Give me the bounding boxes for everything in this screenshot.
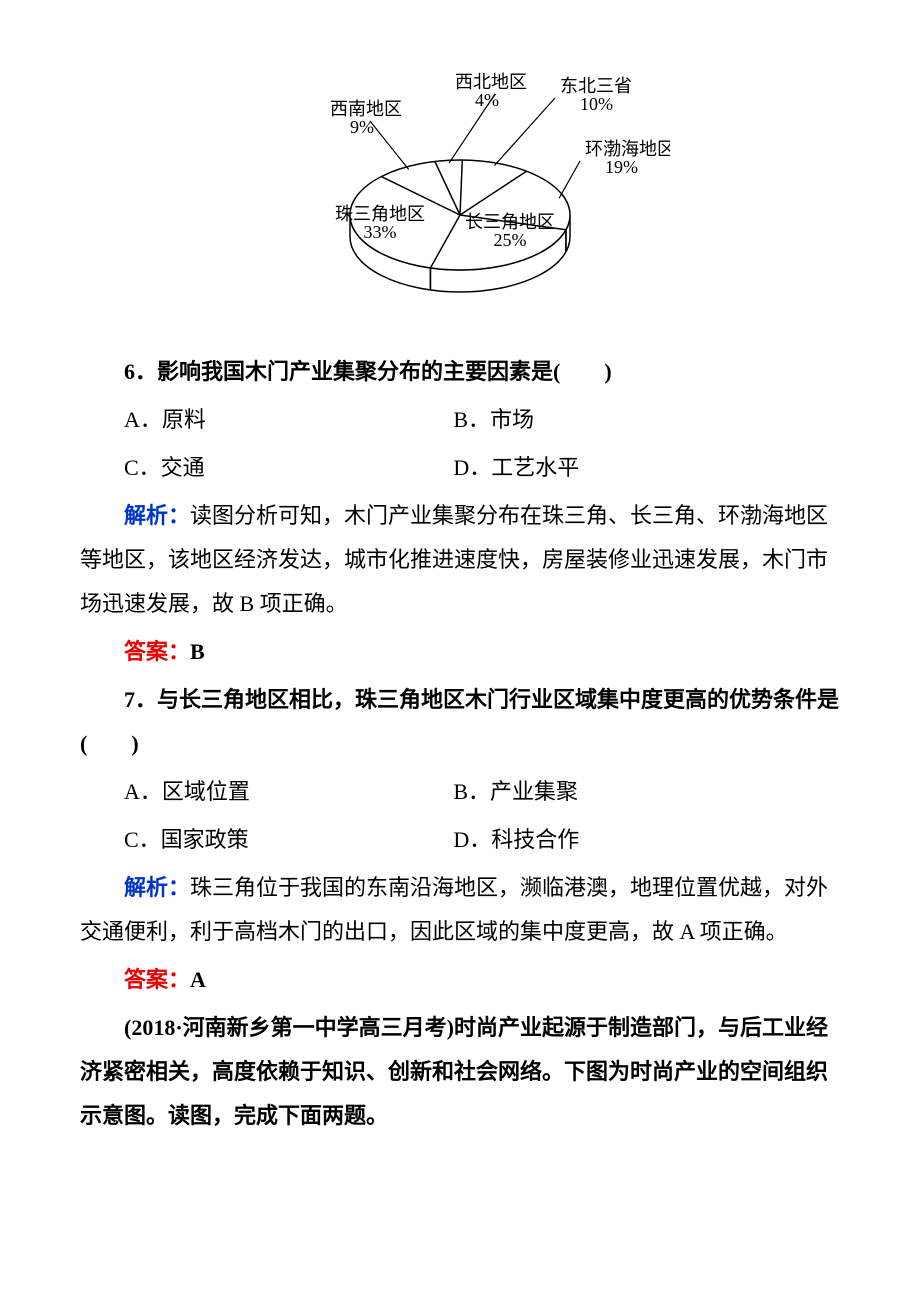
pie-chart: 西北地区4% 东北三省10% 环渤海地区19% 长三角地区25% 珠三角地区33% 西南地… — [250, 70, 670, 320]
q6-option-a: A．原料 — [124, 398, 453, 442]
q7-options-row2: C．国家政策 D．科技合作 — [124, 818, 840, 862]
passage: (2018·河南新乡第一中学高三月考)时尚产业起源于制造部门，与后工业经济紧密相… — [80, 1006, 840, 1138]
q6-option-c: C．交通 — [124, 446, 453, 490]
svg-text:9%: 9% — [350, 117, 374, 137]
q6-analysis-text: 读图分析可知，木门产业集聚分布在珠三角、长三角、环渤海地区等地区，该地区经济发达… — [80, 503, 828, 616]
q7-answer: A — [190, 967, 206, 992]
q7-option-a: A．区域位置 — [124, 770, 453, 814]
svg-text:4%: 4% — [475, 90, 499, 110]
q7-option-d: D．科技合作 — [453, 818, 840, 862]
q7-options-row1: A．区域位置 B．产业集聚 — [124, 770, 840, 814]
q6-answer: B — [190, 639, 205, 664]
q7-analysis-text: 珠三角位于我国的东南沿海地区，濒临港澳，地理位置优越，对外交通便利，利于高档木门… — [80, 875, 828, 944]
q6-option-d: D．工艺水平 — [453, 446, 840, 490]
svg-text:西北地区: 西北地区 — [455, 72, 527, 92]
q7-option-b: B．产业集聚 — [453, 770, 840, 814]
svg-text:19%: 19% — [605, 157, 638, 177]
passage-source: (2018·河南新乡第一中学高三月考) — [124, 1015, 454, 1040]
svg-text:东北三省: 东北三省 — [560, 76, 632, 96]
svg-text:珠三角地区: 珠三角地区 — [335, 204, 425, 224]
q7-option-c: C．国家政策 — [124, 818, 453, 862]
q6-option-b: B．市场 — [453, 398, 840, 442]
svg-text:25%: 25% — [494, 230, 527, 250]
q7-analysis: 解析：珠三角位于我国的东南沿海地区，濒临港澳，地理位置优越，对外交通便利，利于高… — [80, 866, 840, 954]
q6-answer-line: 答案：B — [80, 630, 840, 674]
q6-stem: 6．影响我国木门产业集聚分布的主要因素是( ) — [80, 350, 840, 394]
q6-analysis: 解析：读图分析可知，木门产业集聚分布在珠三角、长三角、环渤海地区等地区，该地区经… — [80, 494, 840, 626]
svg-text:10%: 10% — [580, 94, 613, 114]
svg-text:西南地区: 西南地区 — [330, 99, 402, 119]
q6-options-row1: A．原料 B．市场 — [124, 398, 840, 442]
pie-chart-wrap: 西北地区4% 东北三省10% 环渤海地区19% 长三角地区25% 珠三角地区33% 西南地… — [80, 70, 840, 320]
analysis-label: 解析： — [124, 875, 190, 900]
svg-text:环渤海地区: 环渤海地区 — [585, 139, 670, 159]
svg-text:长三角地区: 长三角地区 — [465, 212, 555, 232]
svg-text:33%: 33% — [364, 222, 397, 242]
q7-stem: 7．与长三角地区相比，珠三角地区木门行业区域集中度更高的优势条件是( ) — [80, 678, 840, 766]
q7-answer-line: 答案：A — [80, 958, 840, 1002]
answer-label: 答案： — [124, 967, 190, 992]
q6-options-row2: C．交通 D．工艺水平 — [124, 446, 840, 490]
answer-label: 答案： — [124, 639, 190, 664]
analysis-label: 解析： — [124, 503, 190, 528]
